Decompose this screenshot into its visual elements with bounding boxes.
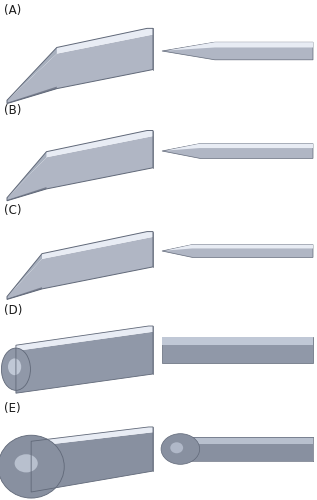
Polygon shape — [180, 437, 313, 444]
Polygon shape — [165, 244, 313, 250]
Polygon shape — [162, 336, 313, 344]
Ellipse shape — [8, 358, 21, 375]
Polygon shape — [7, 152, 46, 198]
Polygon shape — [7, 48, 57, 100]
Polygon shape — [7, 287, 42, 300]
Polygon shape — [162, 336, 313, 363]
Ellipse shape — [15, 454, 38, 472]
Polygon shape — [31, 432, 153, 492]
Polygon shape — [180, 437, 313, 461]
Polygon shape — [162, 144, 313, 158]
Polygon shape — [16, 332, 153, 393]
Text: (A): (A) — [4, 4, 21, 17]
Ellipse shape — [170, 442, 183, 454]
Polygon shape — [31, 427, 153, 446]
Ellipse shape — [1, 348, 30, 391]
Ellipse shape — [0, 435, 64, 498]
Polygon shape — [16, 326, 153, 351]
Text: (B): (B) — [4, 104, 21, 117]
Polygon shape — [7, 34, 153, 103]
Polygon shape — [7, 254, 42, 296]
Polygon shape — [167, 42, 313, 50]
Polygon shape — [7, 86, 57, 104]
Text: (C): (C) — [4, 204, 22, 217]
Polygon shape — [162, 42, 313, 60]
Polygon shape — [162, 244, 313, 258]
Polygon shape — [7, 130, 153, 198]
Polygon shape — [7, 232, 153, 296]
Text: (D): (D) — [4, 304, 23, 317]
Polygon shape — [7, 237, 153, 300]
Text: (E): (E) — [4, 402, 21, 415]
Ellipse shape — [161, 434, 200, 464]
Polygon shape — [7, 28, 153, 101]
Polygon shape — [166, 144, 313, 150]
Polygon shape — [7, 187, 46, 201]
Polygon shape — [7, 136, 153, 201]
